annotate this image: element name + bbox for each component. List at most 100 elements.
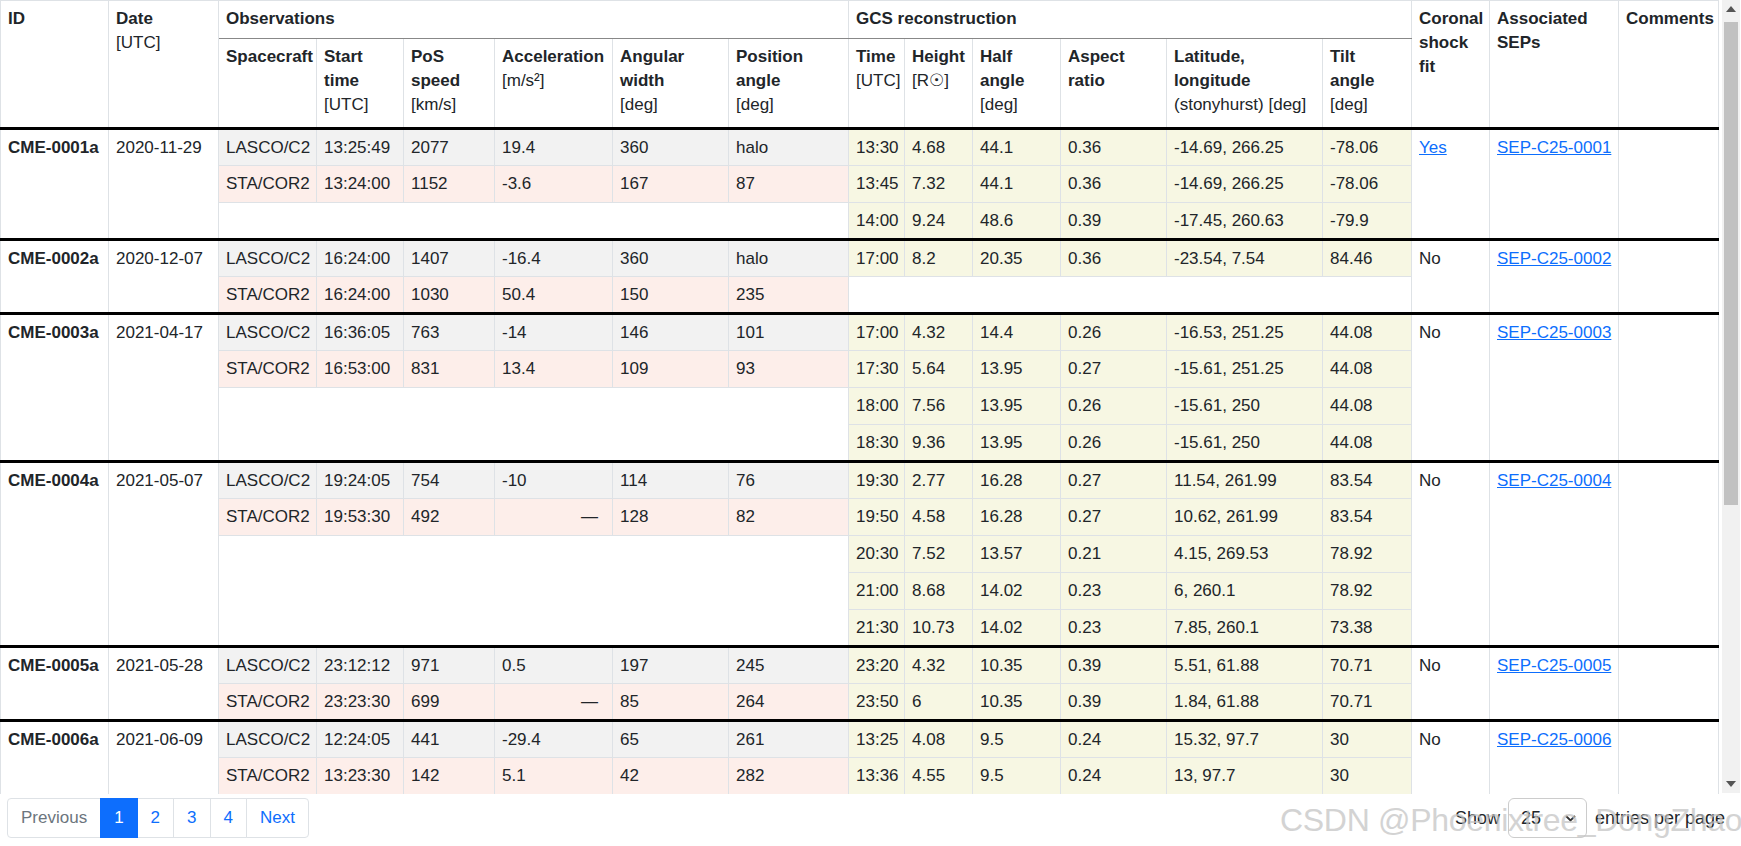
- associated-sep-link[interactable]: SEP-C25-0001: [1497, 138, 1611, 157]
- obs-start-time: 13:25:49: [317, 129, 404, 166]
- gcs-latitude-longitude: 4.15, 269.53: [1167, 536, 1323, 573]
- col-header-height: Height[R☉]: [905, 39, 973, 129]
- associated-sep-link[interactable]: SEP-C25-0004: [1497, 471, 1611, 490]
- pagination-page-1-link[interactable]: 1: [100, 798, 137, 838]
- gcs-half-angle: 9.5: [973, 758, 1061, 795]
- obs-pos-speed: 763: [404, 314, 495, 351]
- obs-pos-speed: 754: [404, 462, 495, 499]
- pagination-page-4-link[interactable]: 4: [210, 798, 247, 838]
- cme-date: 2021-06-09: [109, 721, 219, 795]
- gcs-time: 18:00: [849, 388, 905, 425]
- cme-id: CME-0004a: [1, 462, 109, 647]
- obs-acceleration: -10: [495, 462, 613, 499]
- gcs-tilt-angle: 30: [1323, 721, 1412, 758]
- pagination-page-1: 1: [101, 798, 137, 838]
- obs-angular-width: 65: [613, 721, 729, 758]
- table-header: ID Date[UTC] Observations GCS reconstruc…: [1, 1, 1719, 129]
- gcs-time: 13:25: [849, 721, 905, 758]
- pagination-page-2-link[interactable]: 2: [137, 798, 174, 838]
- obs-spacecraft: LASCO/C2: [219, 647, 317, 684]
- gcs-height: 5.64: [905, 351, 973, 388]
- gcs-half-angle: 14.4: [973, 314, 1061, 351]
- gcs-time: 13:30: [849, 129, 905, 166]
- pagination-page-3-link[interactable]: 3: [173, 798, 210, 838]
- col-header-associated-seps: Associated SEPs: [1490, 1, 1619, 129]
- gcs-aspect-ratio: 0.39: [1061, 647, 1167, 684]
- obs-pos-speed: 971: [404, 647, 495, 684]
- obs-pos-speed: 1030: [404, 277, 495, 314]
- obs-angular-width: 360: [613, 129, 729, 166]
- col-header-comments: Comments: [1619, 1, 1719, 129]
- pagination: Previous1234Next: [7, 798, 309, 838]
- gcs-latitude-longitude: 1.84, 61.88: [1167, 684, 1323, 721]
- obs-pos-speed: 699: [404, 684, 495, 721]
- gcs-half-angle: 13.95: [973, 425, 1061, 462]
- associated-sep-link[interactable]: SEP-C25-0005: [1497, 656, 1611, 675]
- comments-cell: [1619, 462, 1719, 647]
- gcs-height: 4.58: [905, 499, 973, 536]
- gcs-time: 14:00: [849, 203, 905, 240]
- associated-sep-link[interactable]: SEP-C25-0003: [1497, 323, 1611, 342]
- scrollbar-down-arrow-icon[interactable]: [1726, 781, 1736, 787]
- cme-date: 2020-11-29: [109, 129, 219, 240]
- gcs-time: 13:36: [849, 758, 905, 795]
- gcs-height: 7.32: [905, 166, 973, 203]
- gcs-tilt-angle: -78.06: [1323, 129, 1412, 166]
- gcs-latitude-longitude: 15.32, 97.7: [1167, 721, 1323, 758]
- pagination-previous-link[interactable]: Previous: [7, 798, 101, 838]
- observations-empty-cell: [219, 388, 849, 462]
- gcs-latitude-longitude: 13, 97.7: [1167, 758, 1323, 795]
- col-header-position-angle: Position angle[deg]: [729, 39, 849, 129]
- gcs-aspect-ratio: 0.27: [1061, 462, 1167, 499]
- obs-angular-width: 85: [613, 684, 729, 721]
- gcs-tilt-angle: 84.46: [1323, 240, 1412, 277]
- gcs-height: 9.36: [905, 425, 973, 462]
- associated-sep-link[interactable]: SEP-C25-0002: [1497, 249, 1611, 268]
- entries-label: entries per page: [1595, 808, 1725, 829]
- gcs-tilt-angle: 70.71: [1323, 684, 1412, 721]
- gcs-time: 13:45: [849, 166, 905, 203]
- obs-angular-width: 360: [613, 240, 729, 277]
- obs-spacecraft: STA/COR2: [219, 351, 317, 388]
- gcs-half-angle: 13.57: [973, 536, 1061, 573]
- obs-start-time: 23:12:12: [317, 647, 404, 684]
- scrollbar-up-arrow-icon[interactable]: [1726, 6, 1736, 12]
- table-body: CME-0001a2020-11-29LASCO/C213:25:4920771…: [1, 129, 1719, 795]
- cme-date: 2021-05-28: [109, 647, 219, 721]
- gcs-latitude-longitude: 5.51, 61.88: [1167, 647, 1323, 684]
- gcs-height: 4.32: [905, 647, 973, 684]
- gcs-aspect-ratio: 0.36: [1061, 240, 1167, 277]
- coronal-shock-fit-link[interactable]: Yes: [1419, 138, 1447, 157]
- col-header-aspect-ratio: Aspect ratio: [1061, 39, 1167, 129]
- gcs-half-angle: 44.1: [973, 129, 1061, 166]
- obs-spacecraft: LASCO/C2: [219, 721, 317, 758]
- gcs-aspect-ratio: 0.26: [1061, 388, 1167, 425]
- cme-date: 2021-04-17: [109, 314, 219, 462]
- obs-position-angle: 261: [729, 721, 849, 758]
- gcs-tilt-angle: 78.92: [1323, 573, 1412, 610]
- gcs-time: 21:30: [849, 610, 905, 647]
- obs-pos-speed: 142: [404, 758, 495, 795]
- scrollbar-thumb[interactable]: [1724, 22, 1738, 505]
- vertical-scrollbar[interactable]: [1722, 0, 1740, 793]
- pagination-page-4: 4: [211, 798, 247, 838]
- entries-select[interactable]: 25: [1508, 798, 1587, 838]
- obs-position-angle: 245: [729, 647, 849, 684]
- footer: Previous1234Next Show 25 entries per pag…: [0, 794, 1741, 846]
- obs-start-time: 23:23:30: [317, 684, 404, 721]
- gcs-aspect-ratio: 0.36: [1061, 129, 1167, 166]
- coronal-shock-fit-cell: No: [1412, 462, 1490, 647]
- gcs-latitude-longitude: 7.85, 260.1: [1167, 610, 1323, 647]
- entries-per-page-control: Show 25 entries per page: [1455, 798, 1725, 838]
- pagination-next-link[interactable]: Next: [246, 798, 309, 838]
- gcs-aspect-ratio: 0.27: [1061, 351, 1167, 388]
- col-header-time: Time[UTC]: [849, 39, 905, 129]
- cme-id: CME-0003a: [1, 314, 109, 462]
- col-header-half-angle: Half angle[deg]: [973, 39, 1061, 129]
- associated-sep-link[interactable]: SEP-C25-0006: [1497, 730, 1611, 749]
- cme-catalog-table: ID Date[UTC] Observations GCS reconstruc…: [0, 0, 1719, 795]
- gcs-half-angle: 10.35: [973, 647, 1061, 684]
- obs-position-angle: 282: [729, 758, 849, 795]
- obs-start-time: 19:53:30: [317, 499, 404, 536]
- obs-angular-width: 128: [613, 499, 729, 536]
